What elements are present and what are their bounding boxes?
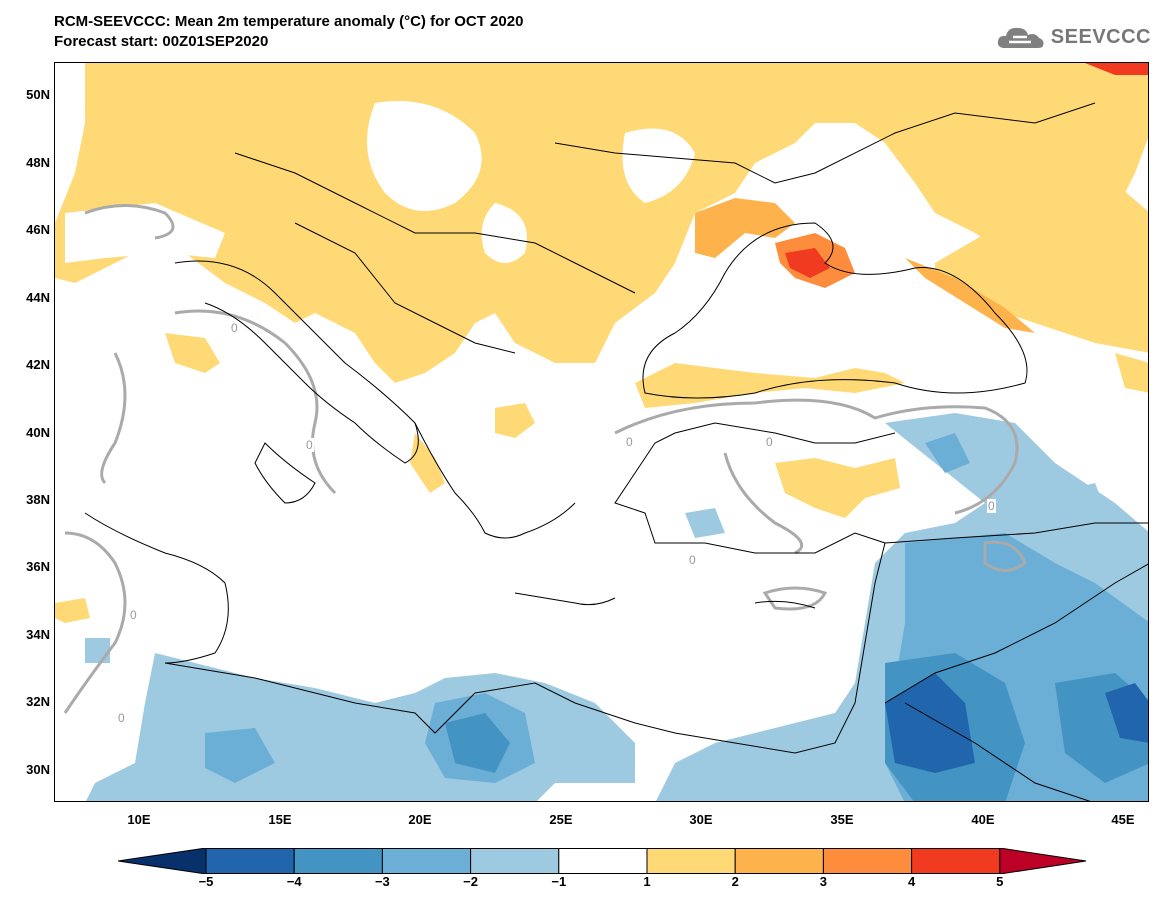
colorbar <box>118 848 1087 874</box>
logo-text: SEEVCCC <box>1050 25 1151 48</box>
colorbar-label: −3 <box>374 874 390 889</box>
warm-anomaly-areas <box>55 63 1148 623</box>
colorbar-label: −2 <box>463 874 478 889</box>
lat-label: 46N <box>26 222 50 237</box>
lat-label: 44N <box>26 290 50 305</box>
lon-label: 25E <box>549 812 573 827</box>
map-area[interactable]: 0 0 0 0 0 0 0 0 <box>54 62 1149 802</box>
colorbar-segment <box>734 848 824 874</box>
zero-contours <box>63 204 1027 714</box>
colorbar-label: −5 <box>198 874 214 889</box>
lat-label: 36N <box>26 559 50 574</box>
contour-label: 0 <box>688 553 697 567</box>
colorbar-segment <box>999 848 1087 874</box>
contour-label: 0 <box>230 321 239 335</box>
contour-label: 0 <box>987 499 996 513</box>
strong-warm-areas <box>695 63 1148 333</box>
coastlines <box>84 102 1148 801</box>
lon-label: 45E <box>1111 812 1135 827</box>
colorbar-segment <box>118 848 207 874</box>
lon-label: 35E <box>830 812 854 827</box>
title-line-2: Forecast start: 00Z01SEP2020 <box>54 33 269 50</box>
colorbar-segment <box>470 848 560 874</box>
contour-label: 0 <box>625 435 634 449</box>
contour-label: 0 <box>117 711 126 725</box>
colorbar-segment <box>205 848 295 874</box>
contour-label: 0 <box>305 438 314 452</box>
cloud-icon <box>997 27 1044 48</box>
lon-label: 30E <box>689 812 713 827</box>
colorbar-segment <box>381 848 472 874</box>
map-title: RCM-SEEVCCC: Mean 2m temperature anomaly… <box>54 12 523 52</box>
colorbar-label: 4 <box>907 874 916 889</box>
colorbar-segment <box>911 848 1001 874</box>
colorbar-segment <box>558 848 648 874</box>
lon-label: 20E <box>408 812 432 827</box>
colorbar-label: −1 <box>551 874 567 889</box>
lat-label: 34N <box>26 627 50 642</box>
seevccc-logo: SEEVCCC <box>995 22 1151 52</box>
contour-label: 0 <box>765 435 774 449</box>
colorbar-label: 3 <box>819 874 827 889</box>
title-line-1: RCM-SEEVCCC: Mean 2m temperature anomaly… <box>54 13 524 30</box>
anomaly-map <box>55 63 1148 801</box>
neutral-areas <box>65 101 695 263</box>
colorbar-label: 5 <box>996 874 1004 889</box>
colorbar-label: 1 <box>643 874 651 889</box>
colorbar-label: −4 <box>286 874 302 889</box>
colorbar-label: 2 <box>731 874 739 889</box>
lon-label: 40E <box>971 812 995 827</box>
contour-label: 0 <box>129 608 138 622</box>
cool-anomaly-areas <box>85 413 1148 801</box>
lon-label: 15E <box>268 812 292 827</box>
lat-label: 42N <box>26 357 50 372</box>
colorbar-segment <box>646 848 736 874</box>
lat-label: 50N <box>26 87 50 102</box>
lat-label: 32N <box>26 694 50 709</box>
colorbar-segment <box>822 848 913 874</box>
lon-label: 10E <box>127 812 151 827</box>
lat-label: 38N <box>26 492 50 507</box>
lat-label: 30N <box>26 762 50 777</box>
lat-label: 48N <box>26 155 50 170</box>
colorbar-segment <box>293 848 383 874</box>
lat-label: 40N <box>26 425 50 440</box>
